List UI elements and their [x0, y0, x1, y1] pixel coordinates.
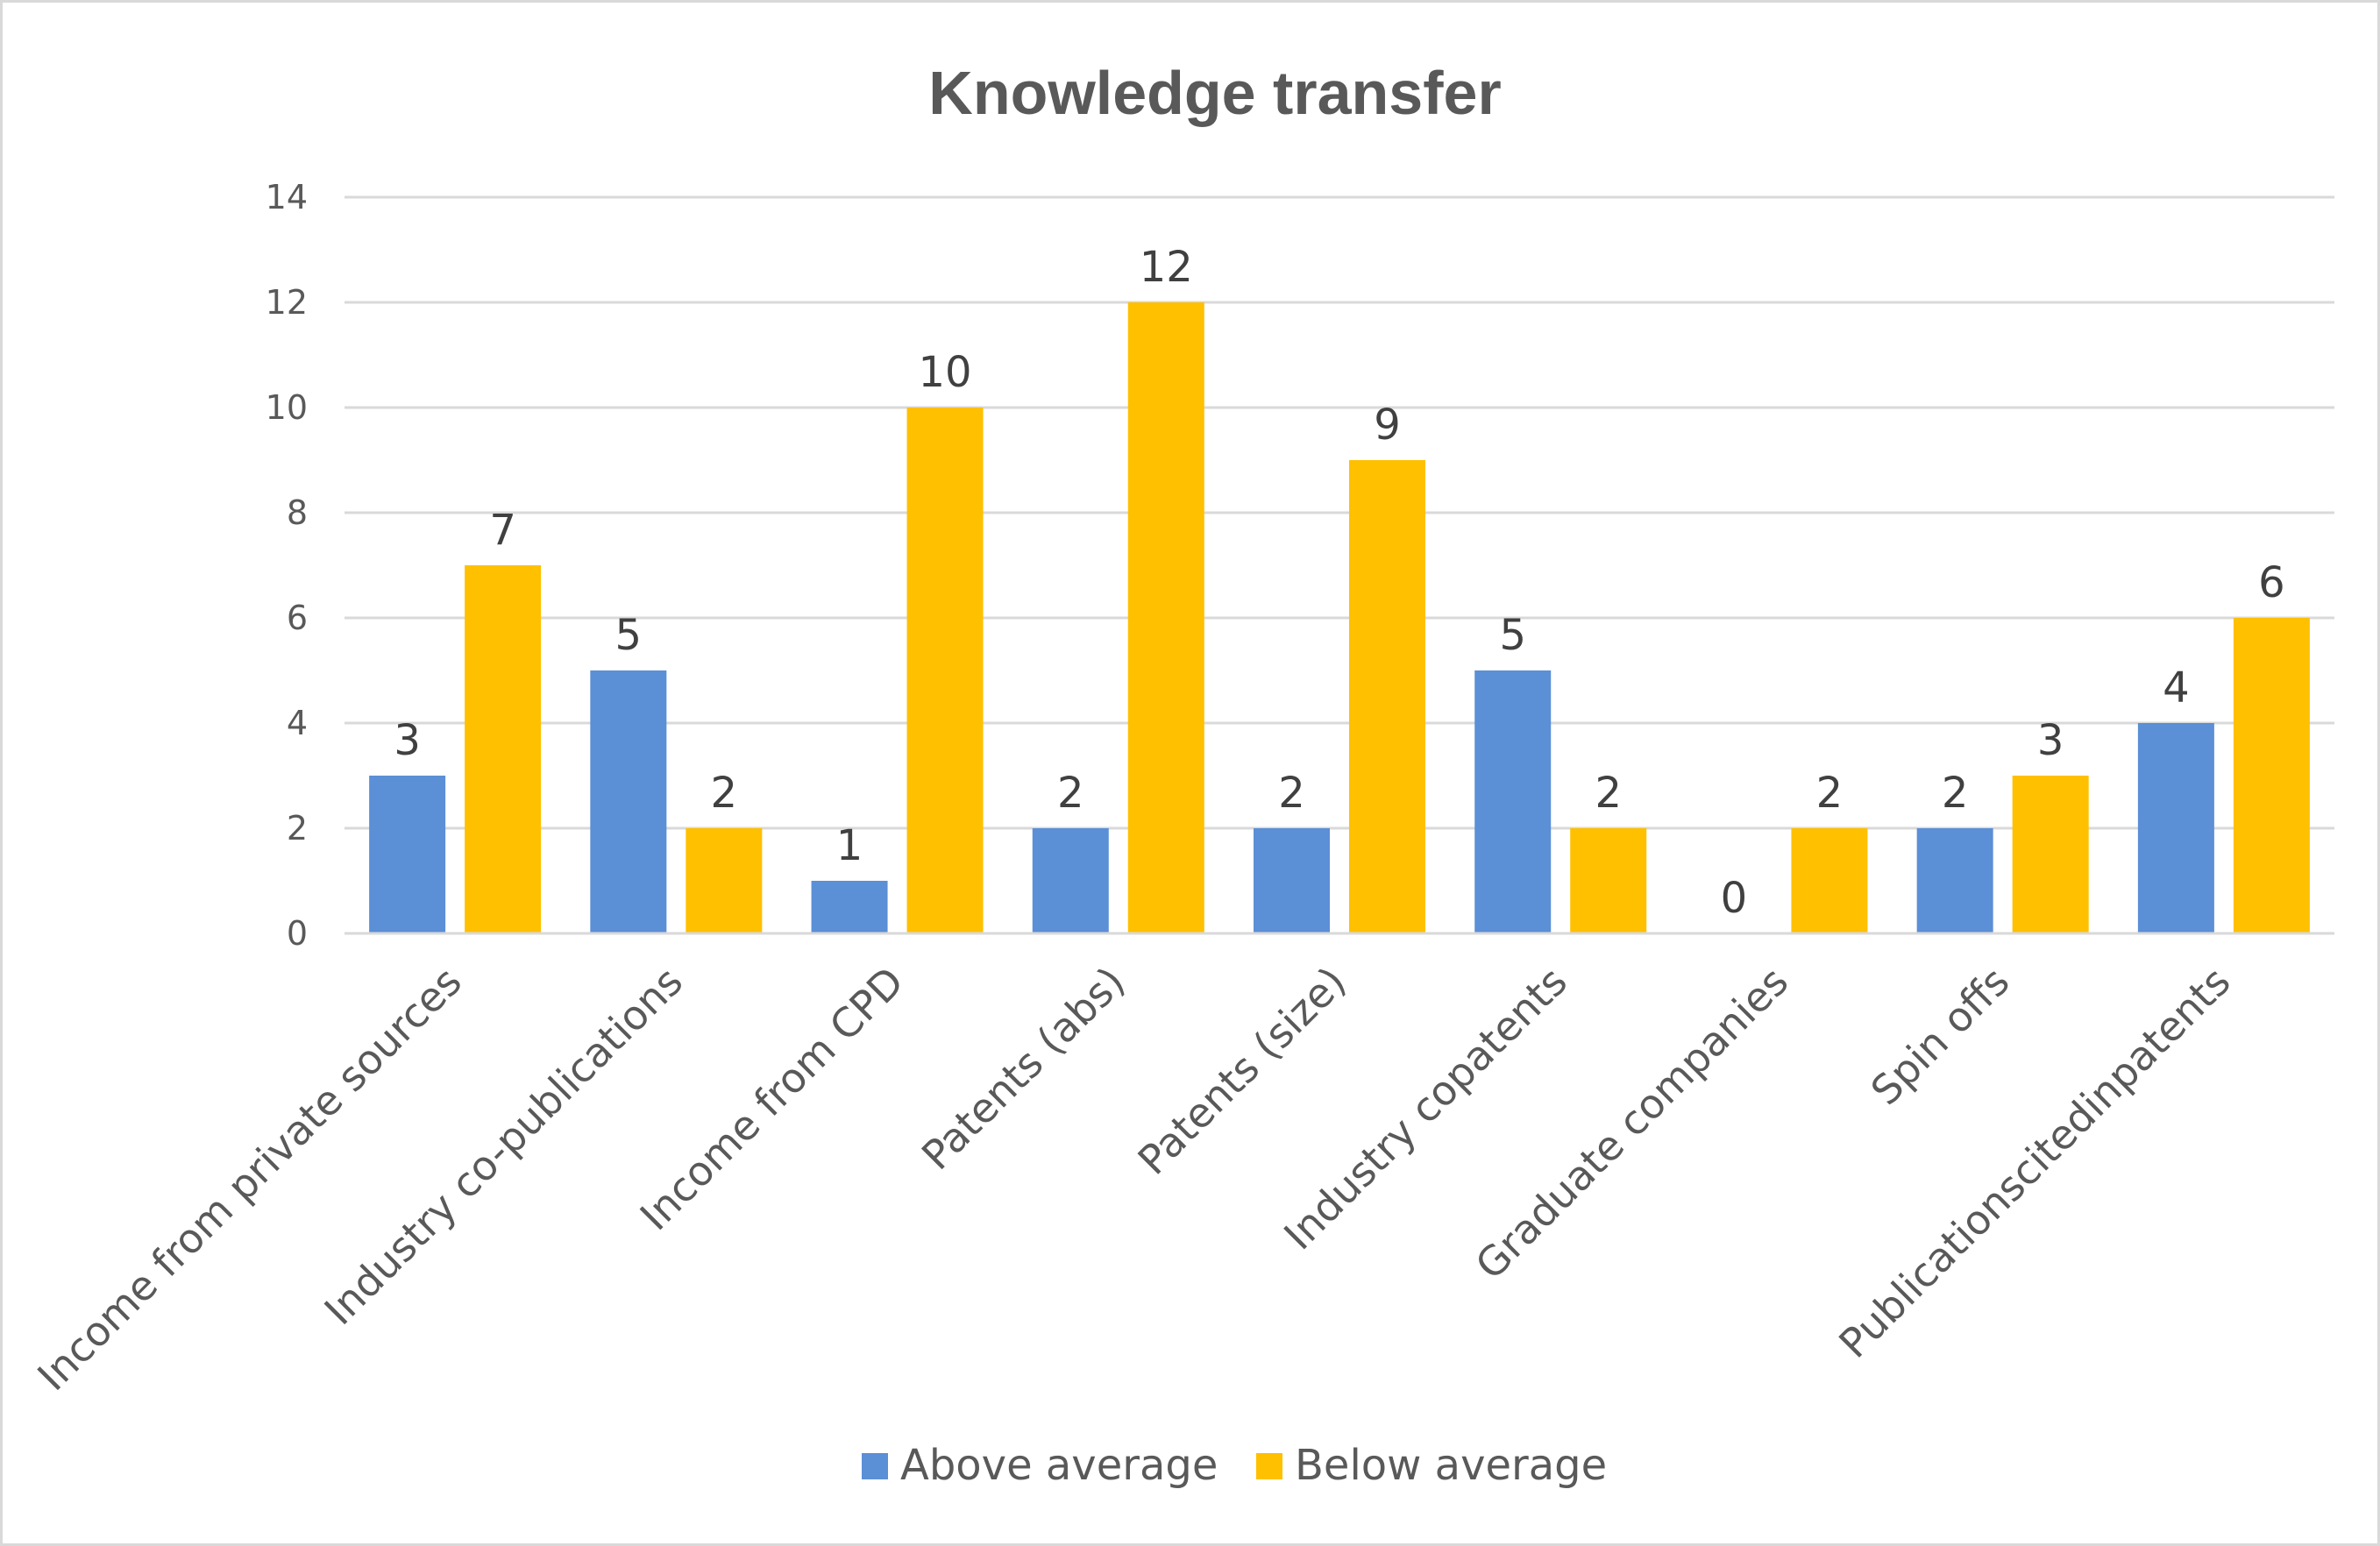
bar	[2137, 723, 2214, 933]
data-label: 6	[2258, 558, 2285, 607]
data-label: 1	[836, 821, 863, 870]
bar	[686, 828, 763, 933]
bar	[590, 670, 667, 933]
x-tick-label: Publicationscitedinpatents	[1829, 958, 2239, 1367]
data-label: 2	[1942, 769, 1969, 818]
bar	[811, 881, 888, 933]
gridlines	[345, 195, 2334, 935]
x-tick-label: Patents (size)	[1129, 958, 1355, 1184]
data-label: 2	[711, 769, 738, 818]
data-label: 2	[1278, 769, 1305, 818]
bar	[1127, 302, 1204, 933]
bar	[1570, 828, 1647, 933]
data-label: 3	[394, 716, 421, 765]
bar	[465, 565, 542, 933]
data-labels: 3 7 5 2 1 10 2 12 2 9 5 2 0 2 2 3 4 6	[394, 243, 2284, 923]
data-label: 9	[1374, 401, 1401, 450]
data-label: 10	[919, 348, 972, 397]
chart-title: Knowledge transfer	[928, 59, 1501, 127]
data-label: 4	[2163, 663, 2190, 713]
bar	[2233, 618, 2310, 933]
y-tick-label: 8	[287, 493, 308, 532]
data-label: 2	[1057, 769, 1084, 818]
y-tick-label: 12	[266, 283, 308, 322]
bar	[1474, 670, 1552, 933]
data-label: 0	[1721, 874, 1748, 923]
y-tick-label: 14	[266, 178, 308, 216]
bar	[369, 776, 446, 933]
x-tick-label: Spin offs	[1862, 958, 2019, 1115]
data-label: 3	[2037, 716, 2064, 765]
legend-label: Below average	[1295, 1441, 1607, 1490]
bar	[1916, 828, 1993, 933]
bar-chart: Knowledge transfer 0 2 4 6 8 10 12 14 3 7 5 2 1 10 2 1…	[28, 59, 2334, 1490]
bar	[1791, 828, 1868, 933]
legend-swatch	[1256, 1453, 1282, 1479]
y-axis: 0 2 4 6 8 10 12 14	[266, 178, 308, 953]
bar	[1349, 460, 1425, 933]
data-label: 12	[1140, 243, 1193, 292]
data-label: 2	[1595, 769, 1622, 818]
data-label: 5	[1499, 611, 1526, 660]
legend: Above average Below average	[862, 1441, 1607, 1490]
x-tick-label: Patents (abs)	[913, 958, 1134, 1180]
legend-label: Above average	[900, 1441, 1218, 1490]
legend-swatch	[862, 1453, 888, 1479]
bars	[369, 302, 2310, 933]
data-label: 7	[489, 506, 516, 555]
x-tick-label: Industry co-publications	[316, 958, 693, 1335]
y-tick-label: 4	[287, 704, 308, 742]
bar	[906, 408, 984, 933]
bar	[1254, 828, 1330, 933]
x-tick-label: Income from private sources	[28, 958, 471, 1401]
data-label: 5	[615, 611, 643, 660]
y-tick-label: 6	[287, 599, 308, 637]
data-label: 2	[1816, 769, 1844, 818]
bar	[1032, 828, 1109, 933]
bar	[2012, 776, 2089, 933]
y-tick-label: 10	[266, 388, 308, 427]
y-tick-label: 2	[287, 809, 308, 847]
y-tick-label: 0	[287, 914, 308, 953]
